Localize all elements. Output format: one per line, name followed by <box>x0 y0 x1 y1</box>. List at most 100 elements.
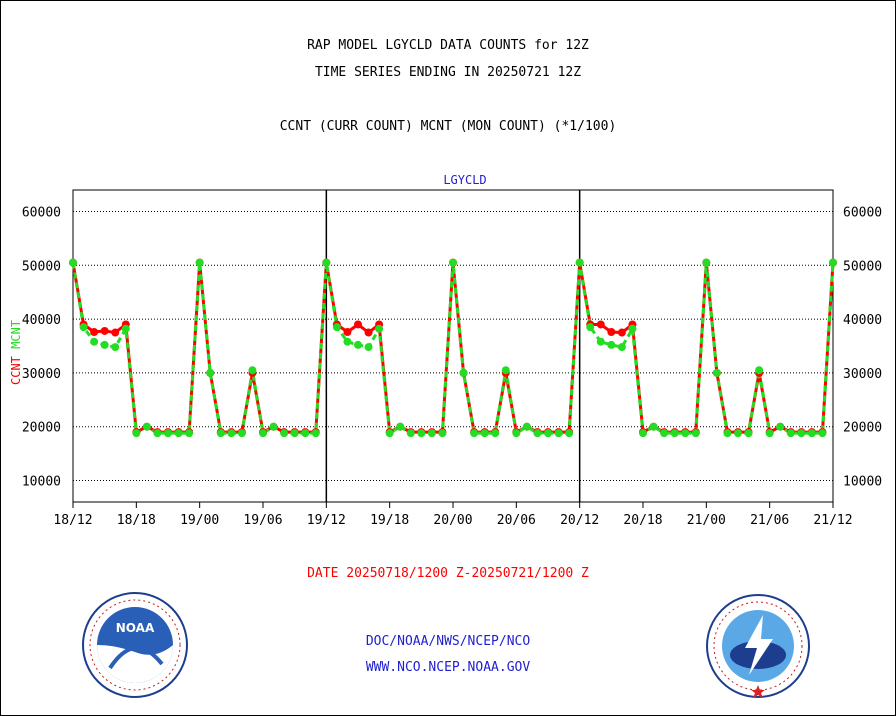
data-point-mcnt <box>69 258 77 267</box>
data-point-mcnt <box>280 429 289 438</box>
data-point-mcnt <box>829 258 837 267</box>
data-point-mcnt <box>322 258 331 267</box>
data-point-mcnt <box>227 429 236 438</box>
data-point-ccnt <box>354 320 362 329</box>
data-point-mcnt <box>354 340 362 349</box>
data-point-mcnt <box>723 429 732 438</box>
x-tick-label: 20/00 <box>433 513 472 528</box>
x-tick-label: 21/06 <box>750 513 789 528</box>
data-point-mcnt <box>343 337 352 346</box>
y-axis-label-mcnt: MCNT <box>9 320 23 356</box>
data-point-mcnt <box>712 368 721 377</box>
x-tick-label: 21/12 <box>813 513 852 528</box>
x-tick-label: 19/00 <box>180 513 219 528</box>
footer-url[interactable]: WWW.NCO.NCEP.NOAA.GOV <box>365 660 531 675</box>
data-point-mcnt <box>332 323 341 332</box>
data-point-mcnt <box>501 366 510 375</box>
y-tick-label-right: 10000 <box>843 474 882 489</box>
data-point-mcnt <box>734 429 742 438</box>
noaa-logo: NOAA <box>82 592 188 698</box>
plot-frame <box>72 189 834 503</box>
y-tick-label-left: 30000 <box>22 367 61 382</box>
series-line-ccnt <box>71 262 835 435</box>
data-point-mcnt <box>744 429 753 438</box>
x-tick-label: 21/00 <box>687 513 726 528</box>
data-point-mcnt <box>554 429 563 438</box>
data-point-mcnt <box>607 340 616 349</box>
data-point-mcnt <box>396 422 405 431</box>
data-point-mcnt <box>290 429 299 438</box>
footer-agency: DOC/NOAA/NWS/NCEP/NCO <box>365 634 531 649</box>
data-point-mcnt <box>311 429 320 438</box>
data-point-mcnt <box>364 343 373 352</box>
data-point-mcnt <box>586 323 595 332</box>
y-tick-label-right: 60000 <box>843 206 882 221</box>
data-point-mcnt <box>132 429 141 438</box>
data-point-ccnt <box>100 326 109 335</box>
x-tick-label: 20/12 <box>560 513 599 528</box>
data-point-mcnt <box>533 429 542 438</box>
y-axis-label: CCNT MCNT <box>9 320 23 385</box>
x-tick-label: 19/12 <box>307 513 346 528</box>
data-point-mcnt <box>670 429 679 438</box>
nws-logo <box>706 594 810 698</box>
data-point-ccnt <box>617 328 626 337</box>
data-point-mcnt <box>417 429 426 438</box>
data-point-mcnt <box>575 258 584 267</box>
data-point-mcnt <box>649 422 658 431</box>
y-tick-label-right: 50000 <box>843 259 882 274</box>
data-point-mcnt <box>153 429 162 438</box>
x-tick-label: 18/12 <box>53 513 92 528</box>
chart-legend-note: CCNT (CURR COUNT) MCNT (MON COUNT) (*1/1… <box>279 119 617 134</box>
data-point-ccnt <box>364 328 373 337</box>
y-tick-label-right: 40000 <box>843 313 882 328</box>
svg-text:NOAA: NOAA <box>116 621 155 635</box>
x-tick-label: 20/18 <box>623 513 662 528</box>
data-point-mcnt <box>185 429 194 438</box>
data-point-mcnt <box>385 429 394 438</box>
y-tick-label-left: 40000 <box>22 313 61 328</box>
data-point-ccnt <box>111 328 120 337</box>
data-point-mcnt <box>237 429 246 438</box>
data-point-mcnt <box>765 429 774 438</box>
data-point-mcnt <box>480 429 489 438</box>
data-point-ccnt <box>596 320 605 329</box>
date-range-label: DATE 20250718/1200 Z-20250721/1200 Z <box>307 566 589 581</box>
x-tick-label: 20/06 <box>497 513 536 528</box>
y-tick-label-left: 20000 <box>22 421 61 436</box>
data-point-mcnt <box>755 366 764 375</box>
y-tick-label-right: 30000 <box>843 367 882 382</box>
data-point-mcnt <box>544 429 552 438</box>
data-point-mcnt <box>142 422 151 431</box>
data-point-mcnt <box>512 429 521 438</box>
data-point-mcnt <box>470 429 479 438</box>
data-point-mcnt <box>691 429 700 438</box>
data-point-mcnt <box>375 324 384 333</box>
data-point-mcnt <box>807 429 816 438</box>
data-point-mcnt <box>660 429 669 438</box>
data-point-ccnt <box>343 328 352 337</box>
data-point-mcnt <box>269 422 278 431</box>
data-point-mcnt <box>259 429 267 438</box>
data-point-mcnt <box>438 429 447 438</box>
data-point-mcnt <box>786 429 795 438</box>
data-point-mcnt <box>491 429 500 438</box>
data-point-mcnt <box>90 337 99 346</box>
data-point-mcnt <box>406 429 415 438</box>
data-point-mcnt <box>522 422 531 431</box>
data-point-mcnt <box>681 429 690 438</box>
x-tick-label: 19/18 <box>370 513 409 528</box>
data-point-mcnt <box>702 258 711 267</box>
data-point-mcnt <box>797 429 806 438</box>
data-point-mcnt <box>195 258 204 267</box>
data-point-mcnt <box>174 429 183 438</box>
data-point-mcnt <box>216 429 225 438</box>
data-point-mcnt <box>100 340 109 349</box>
y-tick-label-left: 50000 <box>22 259 61 274</box>
data-point-mcnt <box>164 429 172 438</box>
y-tick-label-left: 60000 <box>22 206 61 221</box>
data-point-mcnt <box>248 366 257 375</box>
y-axis-label-ccnt: CCNT <box>9 356 23 385</box>
data-point-mcnt <box>301 429 310 438</box>
